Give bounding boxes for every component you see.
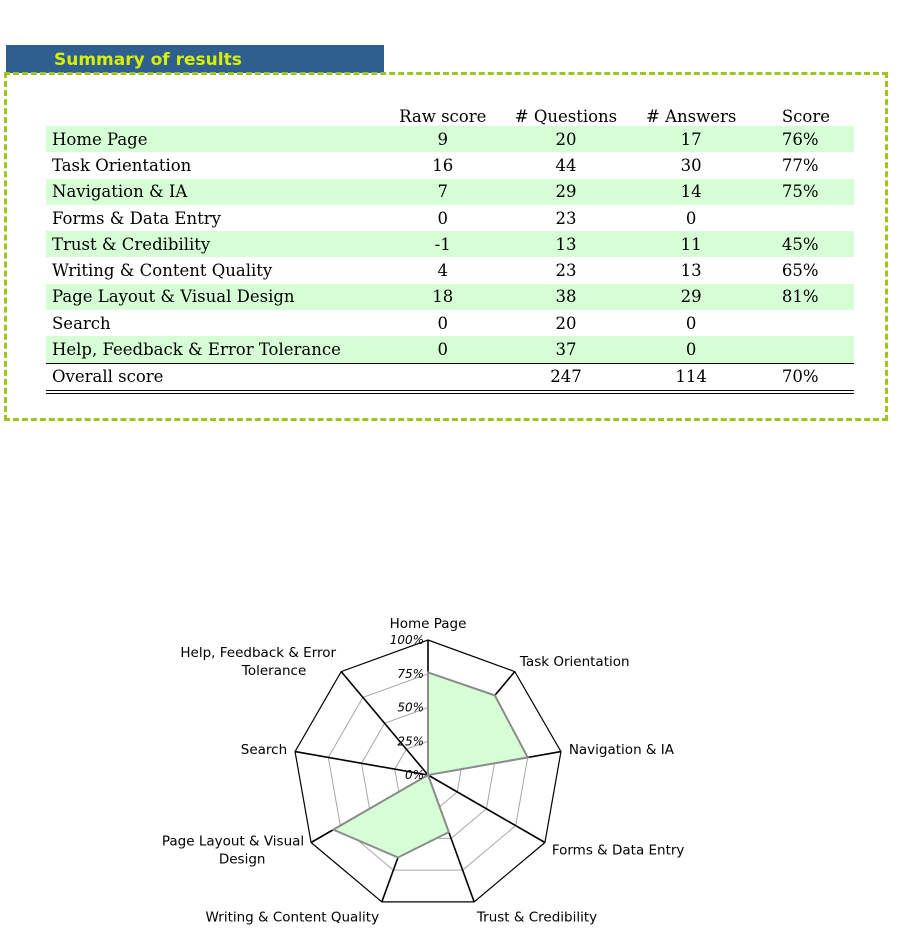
row-score: 65% [781,261,819,281]
row-category: Search [52,313,111,333]
row-category: Page Layout & Visual Design [46,283,386,311]
row-raw: 0 [386,336,500,364]
row-questions: 20 [499,126,633,153]
row-questions: 44 [555,155,577,175]
table-header-row: Raw score # Questions # Answers Score [46,102,854,126]
row-answers: 13 [680,261,702,281]
row-score: 76% [749,126,854,153]
radar-category-label: Trust & Credibility [476,909,597,925]
radar-category-label: Forms & Data Entry [552,843,685,859]
row-score: 81% [749,283,854,311]
row-answers: 11 [632,231,750,258]
header-answers: # Answers [646,107,737,126]
radar-category-label: Home Page [390,616,467,632]
row-raw: 0 [437,208,448,228]
table-row: Search 0 20 0 [46,310,854,336]
row-answers: 14 [632,178,750,205]
row-category: Trust & Credibility [46,231,386,258]
overall-label: Overall score [46,362,386,394]
row-questions: 23 [555,208,577,228]
row-score: 45% [749,231,854,258]
table-row: Writing & Content Quality 4 23 13 65% [46,257,854,283]
row-answers: 0 [632,336,750,364]
summary-box [4,72,888,421]
row-raw: 9 [386,126,500,153]
row-score [750,310,854,336]
row-score [750,205,854,231]
radar-series [331,670,530,859]
row-raw: 18 [386,283,500,311]
table-row: Navigation & IA 7 29 14 75% [46,178,854,205]
row-score [749,336,854,364]
header-questions: # Questions [514,107,618,126]
row-questions: 20 [555,313,577,333]
row-answers: 29 [632,283,750,311]
row-answers: 0 [685,313,697,333]
table-row: Home Page 9 20 17 76% [46,126,854,153]
overall-questions: 247 [499,362,633,394]
radar-series-area [331,670,530,859]
radar-grid-ring [294,639,562,903]
row-category: Task Orientation [52,155,192,175]
row-score: 77% [781,155,819,175]
row-raw: -1 [386,231,500,258]
overall-row: Overall score 247 114 70% [46,362,854,394]
row-raw: 0 [437,313,448,333]
table-row: Forms & Data Entry 0 23 0 [46,205,854,231]
radar-category-label: Navigation & IA [569,742,675,758]
radar-tick-label: 0% [405,768,424,782]
radar-category-label: Task Orientation [519,654,630,670]
row-category: Forms & Data Entry [52,208,221,228]
radar-spoke [294,750,429,776]
results-table: Raw score # Questions # Answers Score Ho… [46,102,854,394]
header-category [46,102,386,126]
row-questions: 29 [499,178,633,205]
row-category: Writing & Content Quality [52,261,273,281]
row-answers: 17 [632,126,750,153]
radar-category-label: Page Layout & Visual Design [162,834,304,868]
overall-score: 70% [749,362,854,394]
overall-answers: 114 [632,362,750,394]
table-row: Help, Feedback & Error Tolerance 0 37 0 [46,336,854,364]
row-questions: 23 [555,261,577,281]
radar-category-label: Help, Feedback & Error Tolerance [180,645,336,679]
row-questions: 38 [499,283,633,311]
row-category: Home Page [46,126,386,153]
row-category: Navigation & IA [46,178,386,205]
radar-tick-label: 75% [397,667,424,681]
row-questions: 37 [499,336,633,364]
table-row: Task Orientation 16 44 30 77% [46,152,854,178]
table-row: Page Layout & Visual Design 18 38 29 81% [46,283,854,311]
radar-tick-label: 25% [397,734,424,748]
row-questions: 13 [499,231,633,258]
row-category: Help, Feedback & Error Tolerance [46,336,386,364]
row-raw: 4 [437,261,448,281]
radar-chart: 0% 25% 50% 75% 100% Home Page Task Orientatio… [162,616,685,925]
radar-category-labels: Home Page Task Orientation Navigation & IA… [162,616,685,925]
row-answers: 0 [685,208,697,228]
header-raw-score: Raw score [399,107,487,126]
row-score: 75% [749,178,854,205]
radar-category-label: Search [241,742,287,758]
header-score: Score [781,107,830,126]
radar-tick-labels: 0% 25% 50% 75% 100% [390,633,424,782]
table-row: Trust & Credibility -1 13 11 45% [46,231,854,258]
radar-spoke [427,774,546,844]
radar-tick-label: 50% [397,701,424,715]
radar-category-label: Writing & Content Quality [206,909,380,925]
row-raw: 16 [432,155,454,175]
overall-raw [386,362,500,394]
summary-title: Summary of results [6,45,384,73]
row-raw: 7 [386,178,500,205]
row-answers: 30 [680,155,702,175]
radar-spoke [340,671,429,776]
radar-tick-label: 100% [390,633,424,647]
